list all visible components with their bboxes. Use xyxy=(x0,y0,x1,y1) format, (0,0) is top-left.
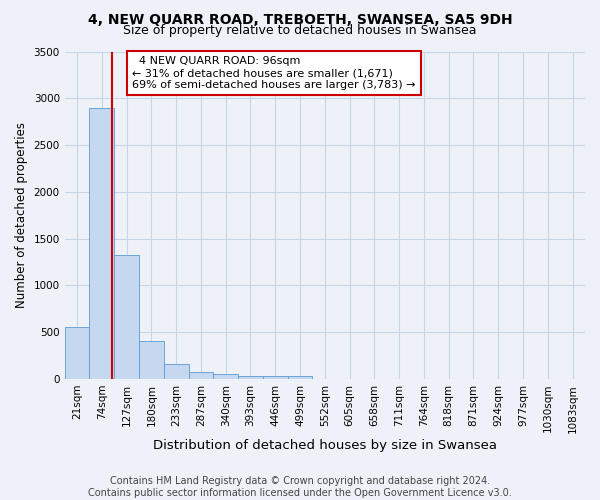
Bar xyxy=(114,254,139,379)
Text: 4 NEW QUARR ROAD: 96sqm  
← 31% of detached houses are smaller (1,671)
69% of se: 4 NEW QUARR ROAD: 96sqm ← 31% of detache… xyxy=(133,56,416,90)
Bar xyxy=(164,364,188,379)
Bar xyxy=(188,372,214,379)
Bar xyxy=(139,340,164,379)
Bar xyxy=(89,108,114,379)
Bar xyxy=(238,376,263,379)
Bar xyxy=(65,326,89,379)
Text: Size of property relative to detached houses in Swansea: Size of property relative to detached ho… xyxy=(123,24,477,37)
Text: Contains HM Land Registry data © Crown copyright and database right 2024.
Contai: Contains HM Land Registry data © Crown c… xyxy=(88,476,512,498)
X-axis label: Distribution of detached houses by size in Swansea: Distribution of detached houses by size … xyxy=(153,440,497,452)
Bar xyxy=(287,376,313,379)
Bar xyxy=(214,374,238,379)
Y-axis label: Number of detached properties: Number of detached properties xyxy=(15,122,28,308)
Text: 4, NEW QUARR ROAD, TREBOETH, SWANSEA, SA5 9DH: 4, NEW QUARR ROAD, TREBOETH, SWANSEA, SA… xyxy=(88,12,512,26)
Bar xyxy=(263,376,287,379)
